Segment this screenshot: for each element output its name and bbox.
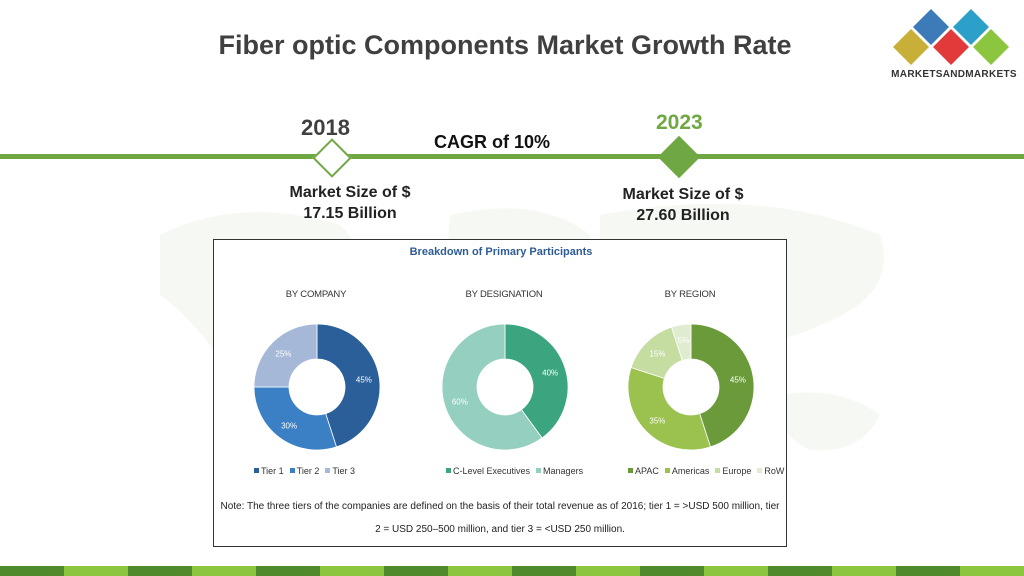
donut-slice-c-level-executives	[504, 323, 569, 439]
legend-item: Europe	[709, 466, 751, 476]
legend-swatch	[715, 468, 721, 473]
legend-item: RoW	[751, 466, 784, 476]
chart-title-company: BY COMPANY	[285, 289, 347, 300]
donut-label: 25%	[275, 349, 291, 358]
legend-label: Tier 2	[296, 466, 320, 476]
donut-label: 30%	[281, 421, 297, 430]
timeline-marker-end	[657, 135, 701, 179]
logo-diamond-cyan	[953, 9, 989, 45]
legend-item: APAC	[622, 466, 659, 476]
year-start: 2018	[301, 115, 350, 140]
legend-item: Americas	[659, 466, 710, 476]
donut-chart-designation: 40% 60%	[441, 323, 569, 451]
donut-chart-region: 45% 35% 15% 5%	[627, 323, 755, 451]
logo-diamond-gold	[893, 29, 929, 65]
chart-title-region: BY REGION	[664, 289, 716, 300]
bottom-stripe-bar	[0, 566, 1024, 576]
donut-chart-company: 45% 30% 25%	[253, 323, 381, 451]
legend-swatch	[254, 468, 259, 473]
legend-item: Tier 1	[248, 466, 284, 476]
legend-label: Tier 3	[332, 466, 356, 476]
legend-item: C-Level Executives	[440, 466, 530, 476]
market-size-start: Market Size of $ 17.15 Billion	[289, 184, 411, 222]
year-end: 2023	[656, 111, 703, 134]
donut-slice-apac	[690, 323, 755, 448]
legend-label: Europe	[722, 466, 752, 476]
donut-slice-row	[671, 323, 692, 361]
cagr-label: CAGR of 10%	[434, 132, 551, 152]
donut-label: 60%	[452, 398, 468, 407]
panel-title: Breakdown of Primary Participants	[409, 246, 593, 258]
legend-region: APAC Americas Europe RoW	[622, 466, 784, 476]
donut-label: 35%	[649, 417, 665, 426]
donut-slice-tier-1	[316, 323, 381, 448]
donut-label: 40%	[542, 368, 558, 377]
donut-label: 15%	[649, 349, 665, 358]
legend-label: RoW	[764, 466, 785, 476]
page-title: Fiber optic Components Market Growth Rat…	[218, 30, 792, 60]
legend-designation: C-Level Executives Managers	[440, 466, 583, 476]
donut-label: 45%	[356, 376, 372, 385]
chart-title-designation: BY DESIGNATION	[465, 289, 543, 300]
panel-note: Note: The three tiers of the companies a…	[220, 501, 780, 535]
breakdown-panel: Breakdown of Primary Participants BY COM…	[213, 239, 787, 547]
legend-company: Tier 1 Tier 2 Tier 3	[248, 466, 355, 476]
legend-label: Tier 1	[261, 466, 284, 476]
legend-label: Managers	[543, 466, 584, 476]
donut-slice-tier-3	[253, 323, 318, 388]
legend-swatch	[628, 468, 633, 473]
legend-item: Tier 2	[284, 466, 320, 476]
legend-label: C-Level Executives	[453, 466, 531, 476]
legend-swatch	[325, 468, 331, 473]
legend-item: Tier 3	[319, 466, 355, 476]
timeline-line	[0, 154, 1024, 159]
legend-swatch	[664, 468, 670, 473]
market-size-end: Market Size of $ 27.60 Billion	[622, 186, 744, 224]
donut-label: 45%	[730, 376, 746, 385]
legend-swatch	[289, 468, 295, 473]
donut-label: 5%	[678, 336, 690, 345]
marketsandmarkets-logo	[893, 9, 1009, 65]
legend-swatch	[446, 468, 451, 473]
donut-slice-americas	[627, 367, 711, 451]
logo-diamond-red	[933, 29, 969, 65]
donut-slice-managers	[441, 323, 543, 451]
legend-swatch	[536, 468, 542, 473]
legend-label: APAC	[635, 466, 659, 476]
logo-text: MARKETSANDMARKETS	[891, 69, 1017, 80]
donut-slice-tier-2	[253, 386, 337, 451]
legend-swatch	[757, 468, 763, 473]
timeline-marker-start	[312, 138, 352, 178]
logo-diamond-blue	[913, 9, 949, 45]
logo-diamond-green	[973, 29, 1009, 65]
legend-label: Americas	[671, 466, 710, 476]
legend-item: Managers	[530, 466, 583, 476]
